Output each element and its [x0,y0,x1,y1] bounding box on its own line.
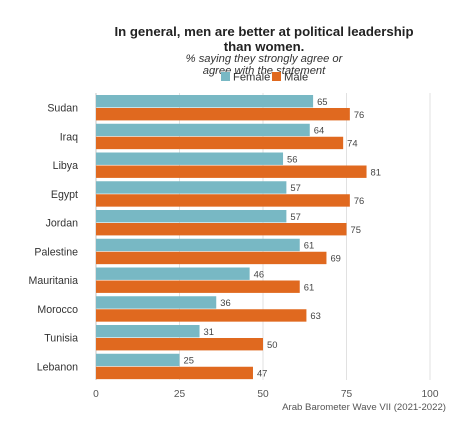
bar-male [96,223,347,236]
bar-male [96,338,263,351]
bar-male [96,165,367,178]
x-tick-labels: 0 25 50 75 100 [93,389,439,400]
category-label: Iraq [60,131,78,143]
bar-female [96,152,284,165]
value-label-male: 61 [304,281,314,292]
value-label-female: 56 [287,153,297,164]
legend: Female Male [221,72,308,84]
bar-male [96,280,300,293]
category-label: Palestine [34,246,78,258]
chart-subtitle-line-2: agree with the statement [203,65,326,77]
bar-female [96,123,310,137]
value-label-female: 61 [304,240,314,251]
bar-male [96,194,350,207]
value-label-female: 64 [314,125,324,136]
value-label-male: 74 [347,138,357,149]
x-tick-label: 75 [341,389,353,400]
category-label: Morocco [37,304,78,316]
legend-label-male: Male [284,72,308,84]
value-label-female: 46 [254,268,264,279]
value-label-female: 31 [204,326,214,337]
value-label-male: 81 [371,166,381,177]
category-label: Jordan [46,218,78,230]
bar-female [96,238,300,252]
category-label: Tunisia [44,333,78,345]
bar-female [96,181,287,194]
bar-male [96,366,253,380]
value-label-male: 63 [310,310,320,321]
value-label-male: 47 [257,368,267,379]
source-note: Arab Barometer Wave VII (2021-2022) [282,402,446,413]
value-label-female: 57 [290,182,300,193]
x-tick-label: 25 [174,389,186,400]
chart-subtitle-line-1: % saying they strongly agree or [186,53,344,65]
bar-female [96,325,200,338]
bar-female [96,353,180,367]
value-label-female: 57 [290,211,300,222]
value-label-male: 76 [354,109,364,120]
chart-title-line-2: than women. [224,39,305,54]
bar-female [96,210,287,223]
category-label: Libya [53,160,78,172]
bars: 65 76 64 74 56 81 57 76 57 75 61 69 46 61 36 63 31 50 25 47 [96,95,381,380]
value-label-male: 50 [267,339,277,350]
category-label: Mauritania [29,275,79,287]
bar-female [96,95,314,108]
chart-title-line-1: In general, men are better at political … [114,24,413,39]
x-tick-label: 0 [93,389,99,400]
category-label: Lebanon [37,361,78,373]
value-label-female: 65 [317,96,327,107]
bar-male [96,309,307,322]
legend-swatch-female [221,72,230,81]
legend-swatch-male [272,72,281,81]
x-tick-label: 100 [422,389,439,400]
bar-male [96,108,350,121]
value-label-male: 69 [330,253,340,264]
value-label-male: 76 [354,195,364,206]
bar-male [96,251,327,265]
value-label-male: 75 [351,224,361,235]
value-label-female: 25 [184,355,194,366]
legend-label-female: Female [233,72,270,84]
category-labels: Sudan Iraq Libya Egypt Jordan Palestine Maurit… [29,103,79,374]
value-label-female: 36 [220,297,230,308]
category-label: Sudan [47,103,78,115]
x-tick-label: 50 [257,389,269,400]
bar-female [96,296,217,309]
bar-male [96,136,344,150]
category-label: Egypt [51,189,78,201]
bar-female [96,267,250,280]
